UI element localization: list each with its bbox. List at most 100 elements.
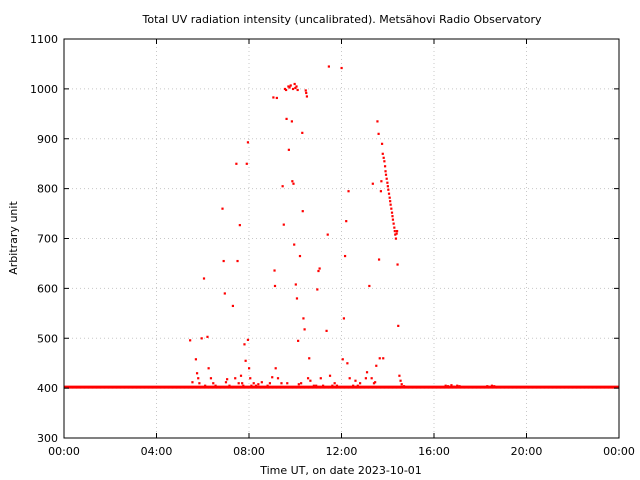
data-point <box>297 383 300 386</box>
data-point <box>287 85 290 88</box>
data-point <box>295 297 299 300</box>
data-point <box>285 88 288 92</box>
data-point <box>303 328 306 331</box>
data-point <box>301 131 304 134</box>
data-point <box>364 377 367 380</box>
data-point <box>390 211 394 214</box>
data-point <box>306 377 310 380</box>
y-tick-labels: 300 400 500 600 700 800 900 1000 1100 <box>30 33 58 445</box>
data-point <box>312 384 315 387</box>
data-point <box>291 180 294 183</box>
data-point <box>400 383 403 386</box>
data-point <box>347 190 350 193</box>
data-point <box>297 339 300 342</box>
data-point <box>393 226 396 229</box>
data-point <box>191 381 194 384</box>
data-point <box>383 165 387 168</box>
data-point <box>273 284 277 288</box>
grid-lines <box>64 39 619 438</box>
data-point <box>387 188 390 191</box>
data-point <box>281 185 284 188</box>
data-point <box>328 374 332 377</box>
x-tick-label: 12:00 <box>326 445 358 458</box>
data-point <box>204 384 207 387</box>
data-point <box>380 142 384 145</box>
data-point <box>387 192 391 195</box>
data-point <box>195 372 199 375</box>
x-tick-label: 04:00 <box>141 445 173 458</box>
chart-title: Total UV radiation intensity (uncalibrat… <box>142 13 542 26</box>
data-point <box>289 84 292 87</box>
data-point <box>331 384 334 387</box>
data-point <box>370 377 373 380</box>
data-point <box>342 317 346 320</box>
data-point <box>221 207 224 210</box>
data-point <box>266 384 269 387</box>
data-point <box>235 162 238 165</box>
data-point <box>302 317 305 320</box>
data-point <box>327 65 330 68</box>
data-point <box>391 218 395 221</box>
data-point <box>271 376 274 379</box>
data-point <box>375 364 378 367</box>
data-point <box>254 384 258 387</box>
plot-frame <box>63 38 620 439</box>
data-point <box>282 223 285 226</box>
data-point <box>214 384 217 387</box>
data-point <box>194 358 198 361</box>
data-point <box>388 196 391 199</box>
data-point <box>402 385 406 388</box>
data-point <box>389 203 392 206</box>
data-point <box>197 377 200 380</box>
y-tick-label: 900 <box>37 133 58 146</box>
data-point <box>294 283 297 286</box>
data-point <box>389 200 392 203</box>
data-point <box>305 91 308 95</box>
data-point <box>294 86 297 90</box>
data-point <box>304 89 307 92</box>
data-point <box>243 343 246 346</box>
axis-ticks <box>63 38 620 439</box>
data-point <box>274 367 277 370</box>
data-point <box>385 177 388 180</box>
x-tick-labels: 00:00 04:00 08:00 12:00 16:00 20:00 00:00 <box>48 445 635 458</box>
data-point <box>486 385 489 388</box>
data-point <box>305 95 309 98</box>
data-point <box>382 357 385 360</box>
data-point <box>273 269 276 272</box>
data-point <box>377 132 380 135</box>
data-point <box>352 384 355 387</box>
data-point <box>242 384 245 387</box>
y-tick-label: 500 <box>37 332 58 345</box>
x-axis-label: Time UT, on date 2023-10-01 <box>259 464 422 477</box>
data-point <box>343 254 347 258</box>
data-point <box>285 117 288 120</box>
data-point <box>384 170 387 173</box>
x-tick-label: 16:00 <box>418 445 450 458</box>
data-point <box>315 384 318 387</box>
data-point <box>326 233 329 236</box>
y-tick-label: 1100 <box>30 33 58 46</box>
data-point <box>446 385 450 388</box>
data-point <box>377 258 381 261</box>
data-point <box>245 162 248 165</box>
data-point <box>398 374 401 377</box>
data-point <box>317 269 320 273</box>
data-point <box>293 243 296 246</box>
data-point <box>238 224 241 227</box>
data-point <box>390 207 393 210</box>
data-point <box>456 384 459 387</box>
data-point <box>386 181 389 184</box>
data-point <box>268 382 272 385</box>
data-point <box>189 339 192 342</box>
data-point <box>250 384 253 387</box>
data-point <box>252 382 255 385</box>
data-point <box>288 86 291 89</box>
data-point <box>359 382 362 385</box>
data-point <box>382 156 385 159</box>
data-point <box>246 338 250 341</box>
data-point <box>379 190 383 193</box>
data-point <box>309 379 312 382</box>
data-point <box>386 185 389 188</box>
data-point <box>374 381 377 384</box>
